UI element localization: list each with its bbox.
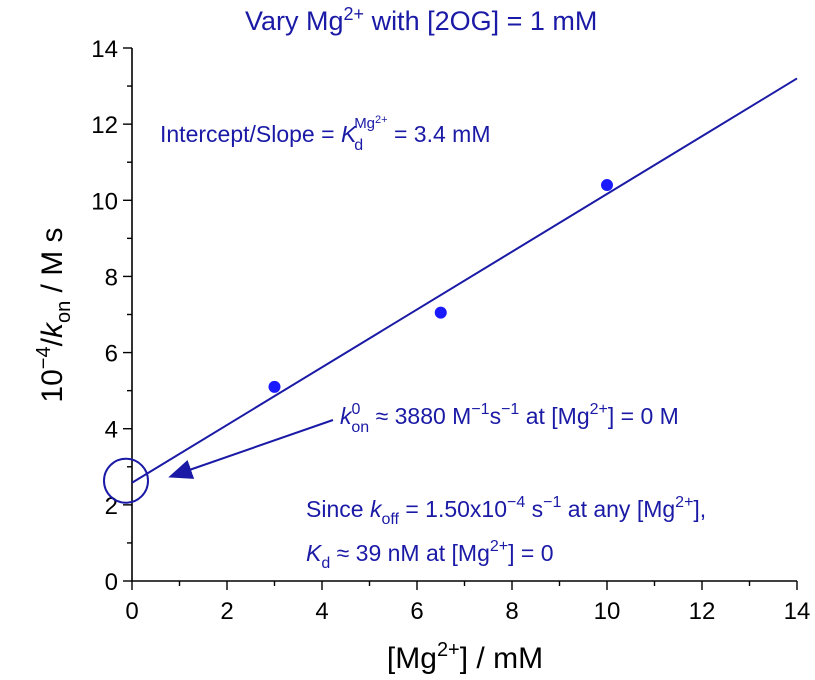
y-tick-label: 14 xyxy=(91,36,118,63)
y-tick-label: 12 xyxy=(91,112,118,139)
x-tick-label: 2 xyxy=(220,598,233,625)
plot-area xyxy=(103,77,798,504)
kon-annotation: k0 on ≈ 3880 M−1s−1 at [Mg2+] = 0 M xyxy=(340,401,679,436)
x-tick-label: 14 xyxy=(784,598,811,625)
data-point xyxy=(601,179,613,192)
intercept-highlight-circle xyxy=(103,457,149,504)
axes: 0 2 4 6 8 10 12 14 0 2 4 6 8 10 12 14 xyxy=(91,36,810,625)
x-tick-label: 10 xyxy=(594,598,621,625)
data-point xyxy=(434,306,447,319)
data-point xyxy=(268,380,281,393)
x-tick-label: 4 xyxy=(315,598,328,625)
x-axis-title: [Mg2+] / mM xyxy=(387,639,543,675)
chart-title: Vary Mg2+ with [2OG] = 1 mM xyxy=(245,4,597,36)
y-tick-label: 6 xyxy=(105,341,118,368)
x-ticks: 0 2 4 6 8 10 12 14 xyxy=(125,581,810,625)
y-axis-title: 10−4/kon / M s xyxy=(33,227,75,402)
kd-annotation: Kd ≈ 39 nM at [Mg2+] = 0 xyxy=(306,538,554,572)
koff-annotation: Since koff = 1.50x10−4 s−1 at any [Mg2+]… xyxy=(306,494,706,528)
x-tick-label: 8 xyxy=(505,598,518,625)
annotation-arrow xyxy=(168,419,334,479)
fit-line xyxy=(131,77,798,484)
y-tick-label: 4 xyxy=(105,417,118,444)
slope-annotation: Intercept/Slope = KdMg2+ = 3.4 mM xyxy=(160,114,490,154)
x-tick-label: 12 xyxy=(689,598,716,625)
y-tick-label: 0 xyxy=(105,569,118,596)
y-tick-label: 10 xyxy=(91,188,118,215)
x-tick-label: 6 xyxy=(410,598,423,625)
data-points xyxy=(268,179,613,393)
x-tick-label: 0 xyxy=(125,598,138,625)
y-tick-label: 8 xyxy=(105,264,118,291)
